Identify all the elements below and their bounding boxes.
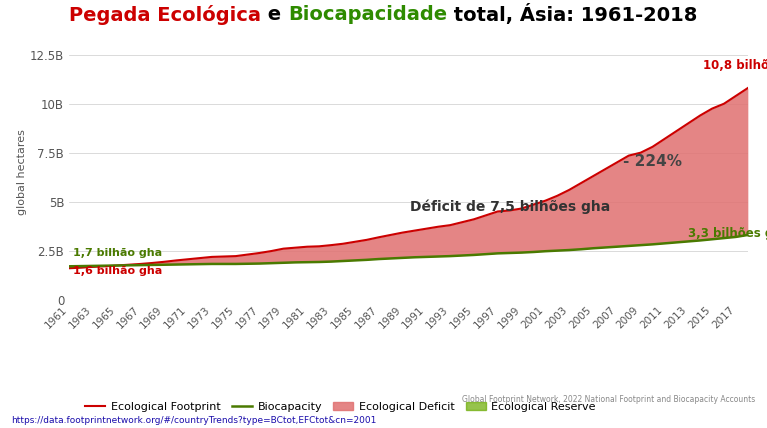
Text: 3,3 bilhões gha: 3,3 bilhões gha — [688, 227, 767, 240]
Text: Déficit de 7,5 bilhões gha: Déficit de 7,5 bilhões gha — [410, 200, 610, 214]
Text: 1,6 bilhão gha: 1,6 bilhão gha — [73, 267, 162, 276]
Text: Biocapacidade: Biocapacidade — [288, 6, 447, 24]
Y-axis label: global hectares: global hectares — [17, 129, 27, 215]
Text: total, Ásia: 1961-2018: total, Ásia: 1961-2018 — [447, 4, 698, 26]
Text: 1,7 bilhão gha: 1,7 bilhão gha — [73, 249, 162, 259]
Text: 10,8 bilhões gha: 10,8 bilhões gha — [703, 59, 767, 72]
Legend: Ecological Footprint, Biocapacity, Ecological Deficit, Ecological Reserve: Ecological Footprint, Biocapacity, Ecolo… — [81, 397, 600, 416]
Text: e: e — [262, 6, 288, 24]
Text: https://data.footprintnetwork.org/#/countryTrends?type=BCtot,EFCtot&cn=2001: https://data.footprintnetwork.org/#/coun… — [12, 416, 377, 425]
Text: Global Footprint Network, 2022 National Footprint and Biocapacity Accounts: Global Footprint Network, 2022 National … — [463, 395, 755, 404]
Text: - 224%: - 224% — [623, 155, 682, 169]
Text: Pegada Ecológica: Pegada Ecológica — [69, 5, 262, 25]
